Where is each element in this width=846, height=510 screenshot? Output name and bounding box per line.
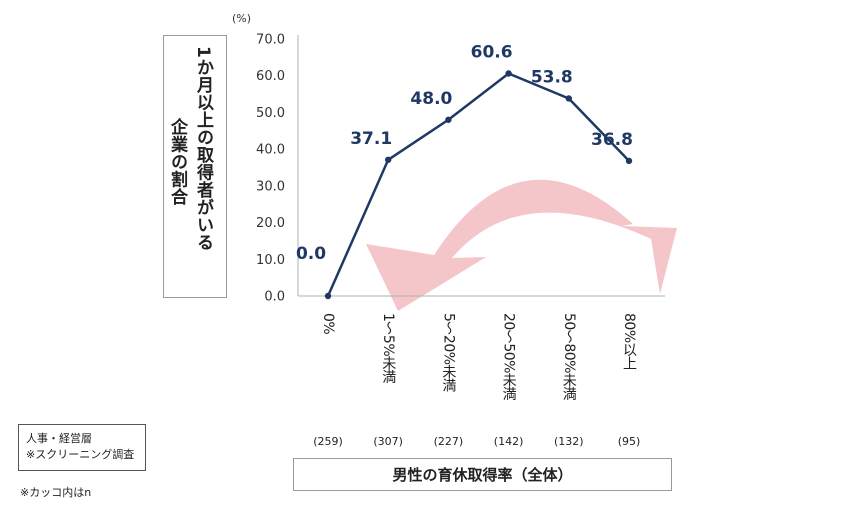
x-category-label: 20～50%未満 [500, 313, 517, 400]
data-label: 48.0 [410, 89, 452, 109]
y-tick-label: 20.0 [256, 216, 285, 231]
n-count-label: (307) [373, 435, 403, 448]
source-note: 人事・経営層 ※スクリーニング調査 [18, 424, 146, 471]
n-count-label: (142) [493, 435, 524, 448]
data-point [324, 292, 332, 300]
n-count-label: (132) [554, 435, 584, 448]
footnote: ※カッコ内はn [20, 486, 92, 499]
data-label: 60.6 [471, 43, 513, 63]
n-count-label: (259) [313, 435, 343, 448]
data-label: 37.1 [350, 129, 392, 149]
source-note-line1: 人事・経営層 [26, 432, 92, 445]
data-point [565, 95, 572, 102]
x-category-label: 1～5%未満 [380, 313, 397, 384]
arrow-layer [366, 179, 677, 311]
data-label: 36.8 [591, 130, 633, 150]
data-label: 0.0 [296, 244, 326, 264]
y-unit-label: (%) [232, 12, 251, 25]
y-tick-label: 70.0 [256, 33, 285, 48]
double-arrow-icon [366, 179, 677, 311]
data-label: 53.8 [531, 67, 573, 87]
y-tick-label: 0.0 [264, 290, 285, 305]
n-count-label: (95) [617, 435, 641, 448]
series-line [326, 72, 630, 297]
y-axis-label-line1: 1か月以上の取得者がいる [193, 46, 213, 251]
data-point [445, 116, 452, 123]
data-point [385, 156, 392, 163]
y-axis-label-line2: 企業の割合 [167, 118, 187, 206]
y-axis-label-box [163, 35, 227, 298]
data-point [505, 70, 512, 77]
data-point [625, 157, 633, 165]
y-tick-label: 10.0 [256, 253, 285, 268]
axis-layer [297, 35, 665, 297]
x-category-label: 5～20%未満 [440, 313, 457, 392]
label-layer: (%) 0.0 10.0 20.0 30.0 40.0 50.0 60.0 70.0 0.0 37.… [232, 12, 633, 305]
n-count-label: (227) [433, 435, 464, 448]
series-layer [324, 70, 633, 300]
x-axis-label: 男性の育休取得率（全体） [293, 458, 672, 491]
y-tick-label: 60.0 [256, 69, 285, 84]
y-tick-label: 30.0 [256, 179, 285, 194]
x-category-label: 50～80%未満 [560, 313, 577, 400]
x-category-label: 80%以上 [621, 313, 637, 370]
y-tick-label: 40.0 [256, 143, 285, 158]
x-category-label: 0% [320, 313, 336, 335]
y-tick-label: 50.0 [256, 106, 285, 121]
source-note-line2: ※スクリーニング調査 [26, 448, 135, 461]
